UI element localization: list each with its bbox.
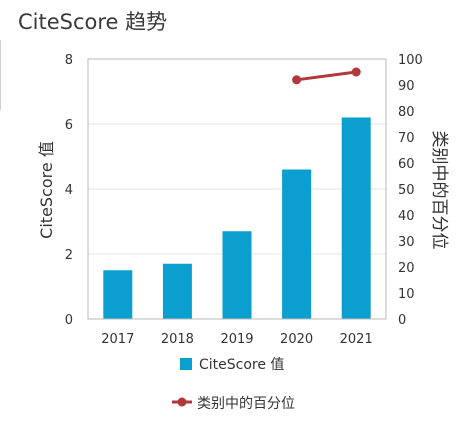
left-edge-divider — [0, 40, 1, 110]
left-axis-ticks: 0 2 4 6 8 — [65, 53, 73, 328]
right-tick-label: 90 — [398, 79, 415, 94]
bar-2020 — [282, 169, 312, 319]
right-axis-ticks: 0 10 20 30 40 50 60 70 80 90 100 — [398, 53, 423, 328]
legend-line-marker — [177, 397, 187, 407]
right-tick-label: 20 — [398, 261, 415, 276]
left-tick-label: 0 — [65, 313, 73, 328]
legend-bar-label: CiteScore 值 — [199, 357, 284, 373]
x-tick-label: 2021 — [340, 332, 373, 347]
page-title: CiteScore 趋势 — [18, 10, 168, 34]
right-tick-label: 70 — [398, 131, 415, 146]
percentile-line — [296, 70, 357, 82]
left-tick-label: 4 — [65, 183, 73, 198]
left-tick-label: 2 — [65, 248, 73, 263]
percentile-point-2020 — [292, 75, 302, 85]
right-tick-label: 100 — [398, 53, 423, 68]
line-series — [292, 67, 361, 85]
right-axis-label: 类别中的百分位 — [429, 131, 449, 250]
bar-2019 — [222, 231, 252, 319]
legend-line-label: 类别中的百分位 — [197, 396, 295, 412]
percentile-point-2021 — [351, 67, 361, 77]
x-tick-label: 2018 — [161, 332, 194, 347]
right-tick-label: 10 — [398, 287, 415, 302]
left-tick-label: 6 — [65, 118, 73, 133]
right-tick-label: 50 — [398, 183, 415, 198]
right-tick-label: 40 — [398, 209, 415, 224]
bar-2021 — [341, 117, 371, 319]
right-tick-label: 0 — [398, 313, 406, 328]
right-tick-label: 60 — [398, 157, 415, 172]
x-tick-label: 2017 — [101, 332, 134, 347]
x-tick-label: 2019 — [220, 332, 253, 347]
right-tick-label: 80 — [398, 105, 415, 120]
right-tick-label: 30 — [398, 235, 415, 250]
x-axis-ticks: 2017 2018 2019 2020 2021 — [101, 332, 372, 347]
bar-series — [103, 117, 371, 319]
x-tick-label: 2020 — [280, 332, 313, 347]
left-axis-label: CiteScore 值 — [37, 141, 56, 239]
left-tick-label: 8 — [65, 53, 73, 68]
bar-2017 — [103, 270, 133, 319]
bar-2018 — [162, 263, 192, 319]
plot-frame — [87, 58, 387, 320]
legend-bar-swatch — [180, 358, 192, 370]
